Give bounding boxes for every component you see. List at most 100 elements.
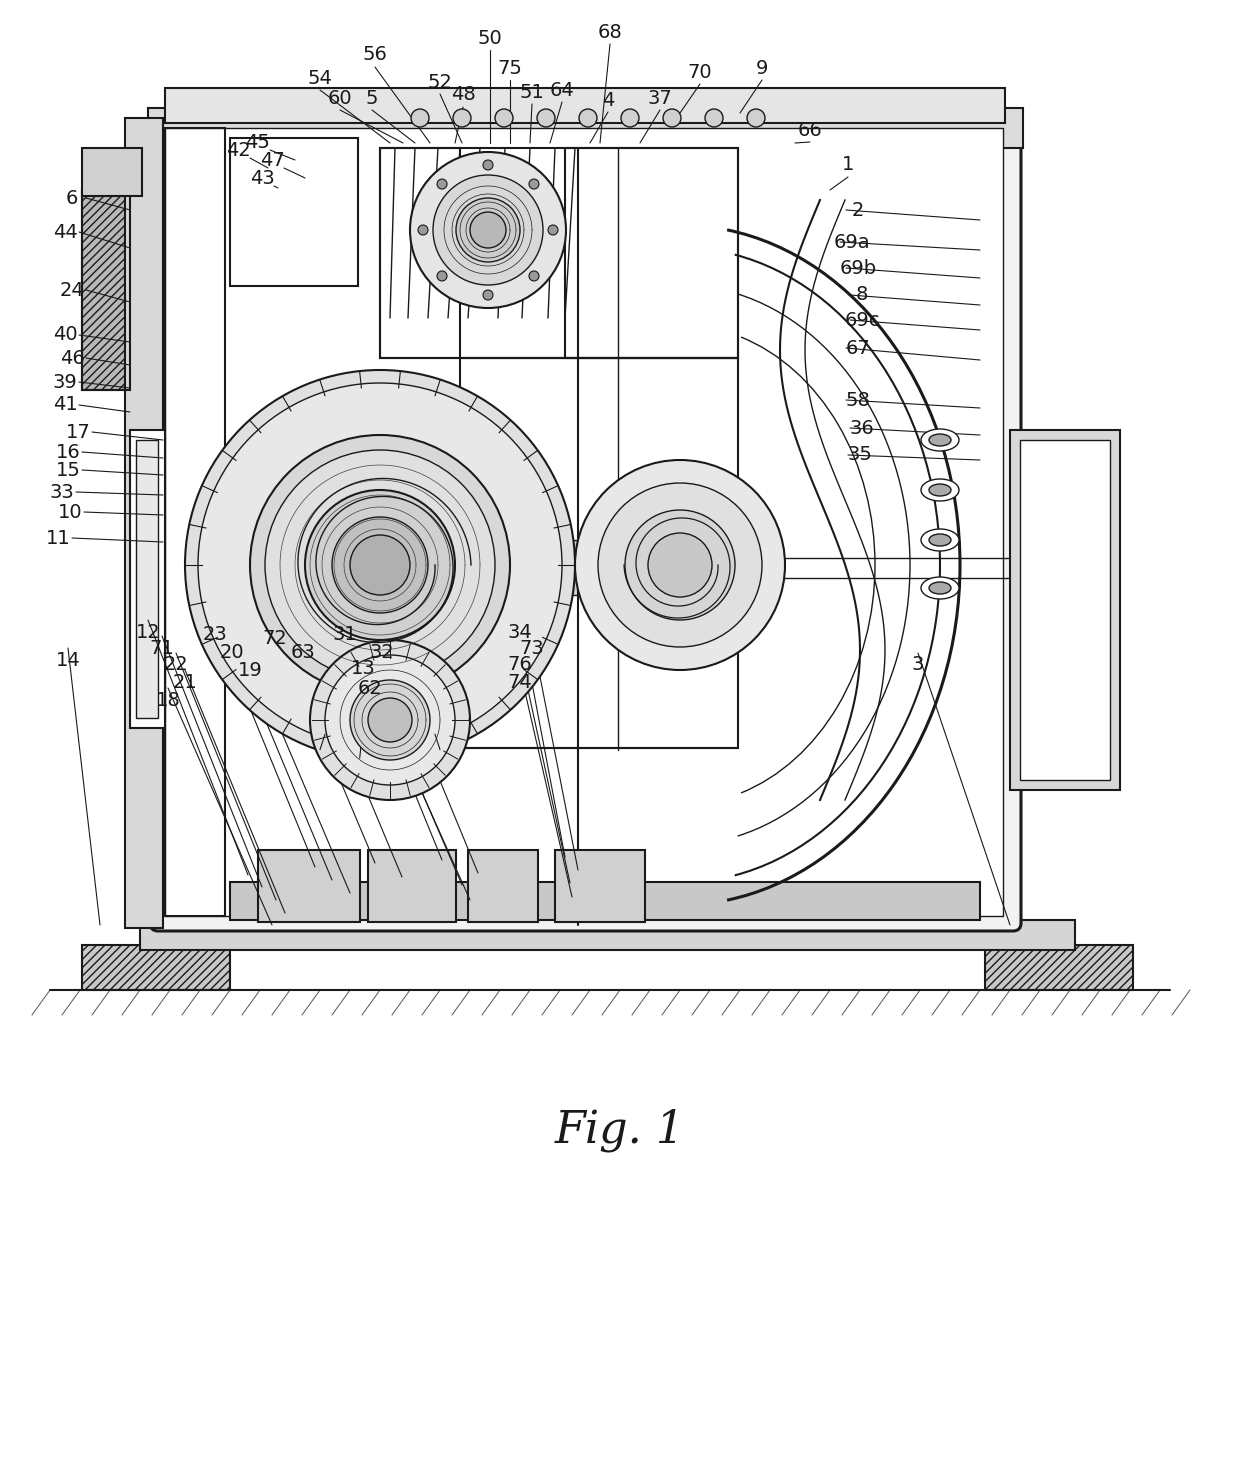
Text: 32: 32 xyxy=(370,642,394,661)
Bar xyxy=(565,147,738,358)
Circle shape xyxy=(198,383,562,748)
Bar xyxy=(136,439,157,718)
Text: 43: 43 xyxy=(249,168,274,187)
Circle shape xyxy=(529,272,539,280)
Circle shape xyxy=(598,483,763,647)
Bar xyxy=(258,821,298,920)
Text: 48: 48 xyxy=(450,86,475,105)
Text: 51: 51 xyxy=(520,83,544,102)
Text: 66: 66 xyxy=(797,121,822,140)
Text: 31: 31 xyxy=(332,625,357,644)
Bar xyxy=(985,945,1133,990)
Circle shape xyxy=(436,180,448,188)
Bar xyxy=(460,698,738,748)
Circle shape xyxy=(746,110,765,127)
Bar xyxy=(565,147,738,358)
Bar xyxy=(125,118,162,929)
Text: 17: 17 xyxy=(66,422,91,441)
Bar xyxy=(559,854,641,918)
Text: 50: 50 xyxy=(477,29,502,48)
Bar xyxy=(379,147,460,358)
Bar xyxy=(82,190,130,390)
Circle shape xyxy=(663,110,681,127)
Text: 18: 18 xyxy=(156,691,180,710)
Circle shape xyxy=(332,517,428,613)
Text: 39: 39 xyxy=(52,372,77,391)
Text: 37: 37 xyxy=(647,89,672,108)
Bar xyxy=(615,821,665,920)
Circle shape xyxy=(575,460,785,670)
Ellipse shape xyxy=(929,434,951,445)
Text: 76: 76 xyxy=(507,656,532,675)
Circle shape xyxy=(265,450,495,680)
Bar xyxy=(539,821,595,920)
Text: 8: 8 xyxy=(856,286,868,305)
Text: 10: 10 xyxy=(58,502,82,521)
Bar xyxy=(460,358,738,748)
Bar xyxy=(148,108,1023,147)
Ellipse shape xyxy=(929,583,951,594)
Text: 19: 19 xyxy=(238,660,263,679)
Text: Fig. 1: Fig. 1 xyxy=(554,1108,686,1152)
Bar xyxy=(458,821,503,920)
Bar xyxy=(1011,431,1120,790)
Circle shape xyxy=(350,680,430,761)
Text: 69c: 69c xyxy=(844,311,879,330)
Bar xyxy=(228,556,388,580)
Ellipse shape xyxy=(929,485,951,496)
Circle shape xyxy=(433,175,543,285)
Circle shape xyxy=(706,110,723,127)
Text: 12: 12 xyxy=(135,622,160,641)
Text: 64: 64 xyxy=(549,80,574,99)
Text: 6: 6 xyxy=(66,188,78,207)
Circle shape xyxy=(436,272,448,280)
Bar xyxy=(317,821,358,920)
Bar xyxy=(379,147,460,358)
Bar xyxy=(229,139,358,286)
Bar xyxy=(130,431,165,729)
Bar xyxy=(262,854,356,918)
Bar xyxy=(140,920,1075,950)
Text: 15: 15 xyxy=(56,460,81,479)
Bar xyxy=(985,945,1133,990)
Circle shape xyxy=(621,110,639,127)
Bar xyxy=(82,190,130,390)
Bar xyxy=(82,945,229,990)
Bar xyxy=(262,854,356,918)
Text: 72: 72 xyxy=(263,628,288,647)
Bar xyxy=(460,698,738,748)
Text: 62: 62 xyxy=(357,679,382,698)
Circle shape xyxy=(470,212,506,248)
Circle shape xyxy=(537,110,556,127)
Bar xyxy=(372,854,453,918)
Circle shape xyxy=(310,639,470,800)
Circle shape xyxy=(529,180,539,188)
Bar xyxy=(556,850,645,923)
Circle shape xyxy=(649,533,712,597)
Circle shape xyxy=(350,534,410,596)
Circle shape xyxy=(410,110,429,127)
Ellipse shape xyxy=(921,479,959,501)
Bar xyxy=(1021,439,1110,780)
Circle shape xyxy=(456,199,520,261)
Text: 2: 2 xyxy=(852,200,864,219)
Text: 60: 60 xyxy=(327,89,352,108)
Text: 68: 68 xyxy=(598,22,622,41)
Text: 5: 5 xyxy=(366,89,378,108)
Circle shape xyxy=(625,510,735,620)
Bar xyxy=(317,821,358,920)
Text: 52: 52 xyxy=(428,73,453,92)
Text: 22: 22 xyxy=(164,656,188,675)
Circle shape xyxy=(368,698,412,742)
Bar xyxy=(229,882,980,920)
Bar xyxy=(258,821,298,920)
Ellipse shape xyxy=(921,577,959,599)
Text: 69a: 69a xyxy=(833,232,870,251)
Ellipse shape xyxy=(921,429,959,451)
Bar xyxy=(372,854,453,918)
Circle shape xyxy=(484,291,494,299)
Bar xyxy=(460,358,510,748)
Bar xyxy=(458,821,503,920)
Text: 74: 74 xyxy=(507,673,532,692)
Bar xyxy=(165,128,224,915)
